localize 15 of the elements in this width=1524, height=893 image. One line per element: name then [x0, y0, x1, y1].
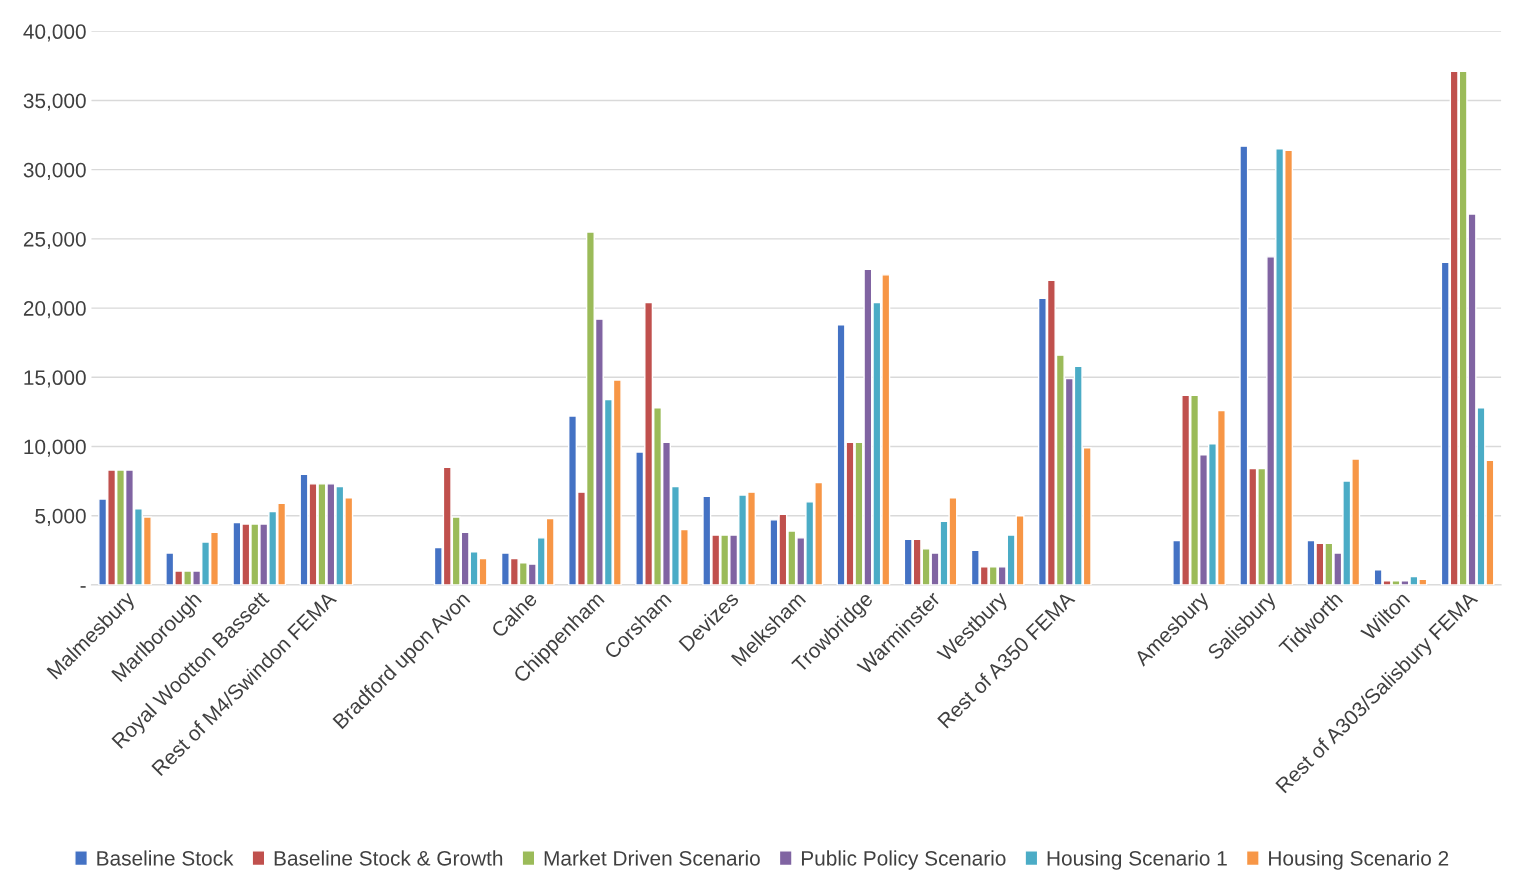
- y-tick-label: 5,000: [35, 508, 86, 526]
- y-tick-label: 30,000: [23, 162, 86, 180]
- legend-label: Market Driven Scenario: [544, 850, 760, 866]
- legend-label: Baseline Stock & Growth: [274, 850, 503, 866]
- y-tick-label: 35,000: [23, 93, 86, 111]
- y-tick-label: 25,000: [23, 231, 86, 250]
- y-tick-label: -: [80, 586, 86, 588]
- legend-label: Housing Scenario 1: [1047, 850, 1227, 870]
- y-tick-label: 40,000: [23, 24, 86, 42]
- y-tick-label: 15,000: [24, 370, 86, 388]
- y-tick-label: 20,000: [23, 301, 86, 319]
- legend-label: Baseline Stock: [97, 850, 234, 866]
- legend-label: Housing Scenario 2: [1269, 850, 1449, 870]
- y-tick-label: 10,000: [24, 439, 86, 457]
- legend-label: Public Policy Scenario: [801, 850, 1006, 870]
